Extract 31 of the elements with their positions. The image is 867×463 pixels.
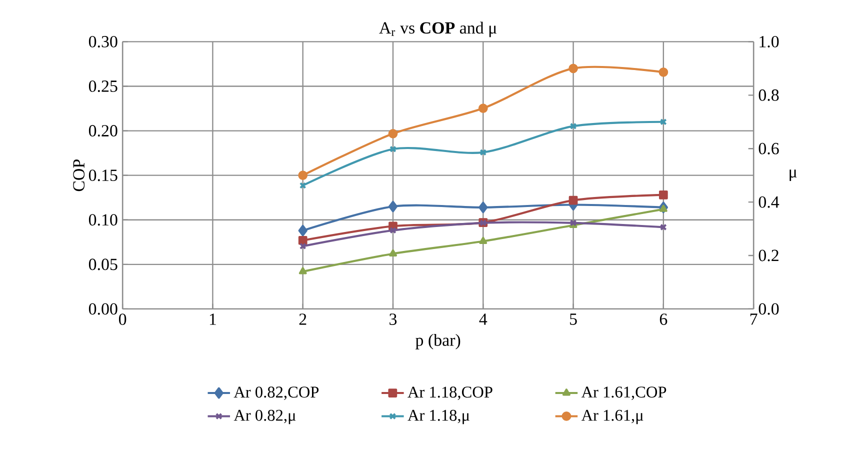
- y2-axis-title: μ: [790, 170, 797, 182]
- chart-title: A$_{r}$ vs COP and μ: [379, 22, 496, 38]
- legend-label: Ar 1.18,μ: [408, 410, 470, 424]
- y-axis-title: COP: [73, 160, 85, 192]
- y-tick-label: 0.15: [88, 170, 118, 182]
- x-tick-label: 7: [750, 314, 758, 325]
- y2-tick-label: 1.0: [760, 36, 779, 48]
- y-tick-label: 0.05: [88, 258, 118, 270]
- x-tick-label: 2: [299, 314, 306, 325]
- y-tick-label: 0.25: [88, 80, 118, 92]
- y2-tick-label: 0.0: [758, 303, 779, 315]
- x-axis-title: p (bar): [416, 334, 460, 350]
- x-tick-label: 4: [479, 314, 488, 325]
- y-tick-label: 0.00: [88, 303, 118, 315]
- x-tick-label: 1: [210, 314, 216, 325]
- y-tick-label: 0.20: [88, 125, 118, 137]
- y2-tick-label: 0.2: [758, 250, 778, 262]
- x-tick-label: 6: [660, 314, 668, 326]
- legend-label: Ar 1.61,COP: [581, 386, 666, 400]
- y-tick-label: 0.10: [88, 214, 118, 226]
- y-tick-label: 0.30: [88, 36, 118, 48]
- y2-tick-label: 0.8: [758, 90, 779, 102]
- x-tick-label: 0: [118, 314, 126, 326]
- legend-label: Ar 1.61,μ: [581, 410, 644, 424]
- y2-tick-label: 0.6: [758, 142, 779, 154]
- legend-label: Ar 0.82,μ: [234, 410, 296, 424]
- legend-label: Ar 1.18,COP: [408, 386, 492, 400]
- x-tick-label: 3: [390, 314, 397, 326]
- x-tick-label: 5: [570, 314, 577, 325]
- y2-tick-label: 0.4: [758, 196, 780, 208]
- legend-label: Ar 0.82,COP: [234, 386, 319, 400]
